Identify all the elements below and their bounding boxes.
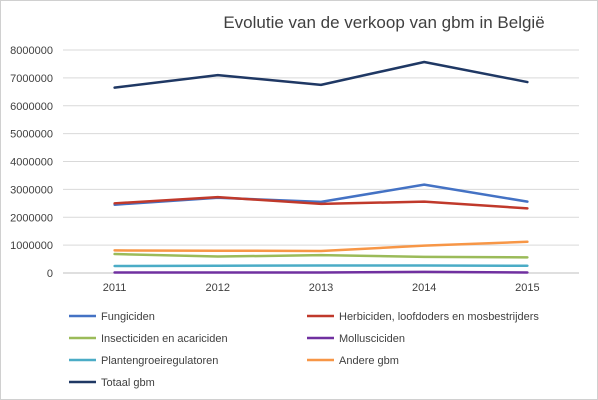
legend-label: Herbiciden, loofdoders en mosbestrijders: [339, 311, 539, 323]
y-tick-label: 7000000: [10, 73, 53, 85]
legend-label: Plantengroeiregulatoren: [101, 355, 218, 367]
y-tick-label: 6000000: [10, 101, 53, 113]
y-tick-label: 0: [47, 268, 53, 280]
y-tick-label: 2000000: [10, 212, 53, 224]
series-line-4: [113, 270, 529, 274]
y-tick-label: 1000000: [10, 240, 53, 252]
legend: Fungiciden Herbiciden, loofdoders en mosb…: [69, 311, 539, 389]
y-tick-label: 3000000: [10, 184, 53, 196]
series-line-2: [113, 195, 529, 210]
series-lines: [113, 60, 529, 274]
series-line-1: [113, 183, 529, 206]
y-tick-label: 5000000: [10, 129, 53, 141]
x-tick-label: 2014: [412, 282, 436, 294]
y-axis-ticks: 0 1000000 2000000 3000000 4000000 5000000 6000…: [10, 45, 53, 280]
x-tick-label: 2015: [515, 282, 539, 294]
series-line-6: [113, 240, 529, 253]
legend-label: Totaal gbm: [101, 377, 155, 389]
legend-label: Andere gbm: [339, 355, 399, 367]
x-tick-label: 2011: [103, 282, 127, 294]
x-axis-ticks: 2011 2012 2013 2014 2015: [103, 282, 540, 294]
legend-label: Fungiciden: [101, 311, 155, 323]
y-tick-label: 4000000: [10, 157, 53, 169]
legend-label: Mollusciciden: [339, 333, 405, 345]
series-line-3: [113, 252, 529, 259]
chart-title: Evolutie van de verkoop van gbm in Belgi…: [223, 13, 544, 32]
series-line-7: [113, 60, 529, 89]
legend-label: Insecticiden en acariciden: [101, 333, 228, 345]
series-line-5: [113, 264, 529, 268]
x-tick-label: 2013: [309, 282, 333, 294]
y-tick-label: 8000000: [10, 45, 53, 57]
x-tick-label: 2012: [206, 282, 230, 294]
gridlines: [63, 49, 579, 274]
